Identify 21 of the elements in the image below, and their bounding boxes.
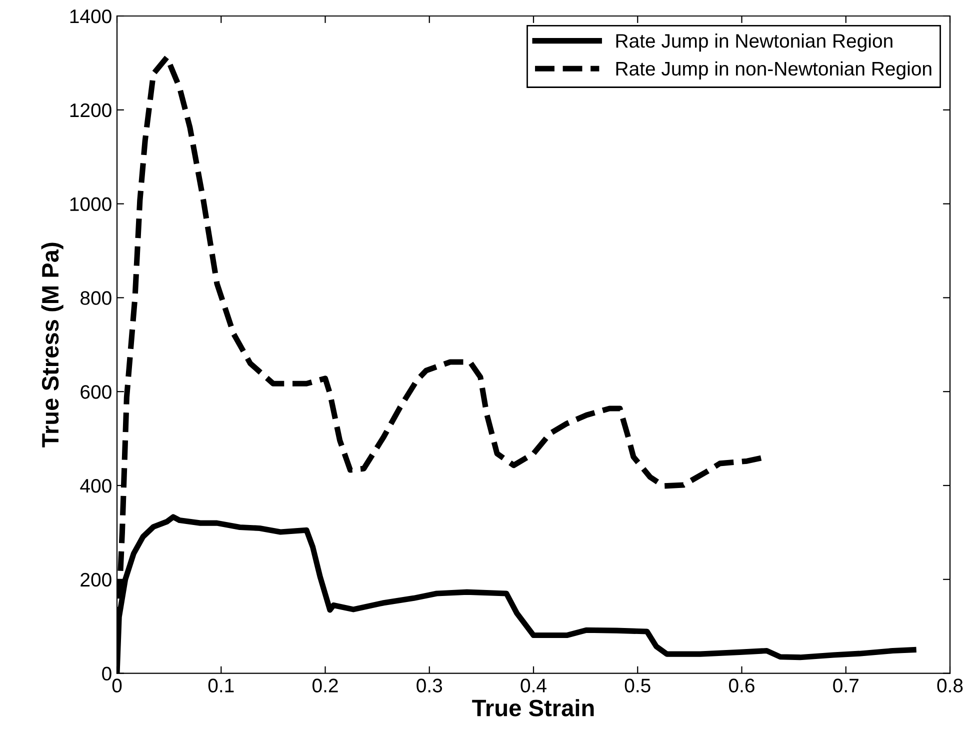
y-tick-label: 1000 — [70, 197, 112, 212]
legend-label: Rate Jump in Newtonian Region — [616, 34, 892, 52]
y-tick-label: 800 — [80, 291, 112, 305]
x-tick-label: 0.4 — [520, 678, 546, 692]
x-tick-label: 0.1 — [208, 678, 234, 692]
x-tick-label: 0.6 — [728, 678, 754, 692]
x-tick-label: 0.5 — [624, 678, 650, 692]
x-tick-label: 0.2 — [312, 678, 338, 692]
y-axis-title: True Stress (M Pa) — [41, 242, 64, 448]
x-axis-title: True Strain — [472, 699, 594, 716]
y-tick-label: 1400 — [70, 9, 112, 24]
y-tick-label: 600 — [80, 385, 112, 399]
y-tick-label: 400 — [80, 478, 112, 493]
x-tick-label: 0.7 — [833, 678, 858, 692]
y-tick-label: 1200 — [70, 103, 112, 118]
x-tick-label: 0.3 — [416, 678, 442, 692]
y-tick-label: 200 — [80, 572, 112, 587]
x-tick-label: 0 — [112, 678, 122, 692]
legend-label: Rate Jump in non-Newtonian Region — [616, 61, 932, 80]
x-tick-label: 0.8 — [937, 678, 963, 692]
y-tick-label: 0 — [102, 666, 112, 681]
